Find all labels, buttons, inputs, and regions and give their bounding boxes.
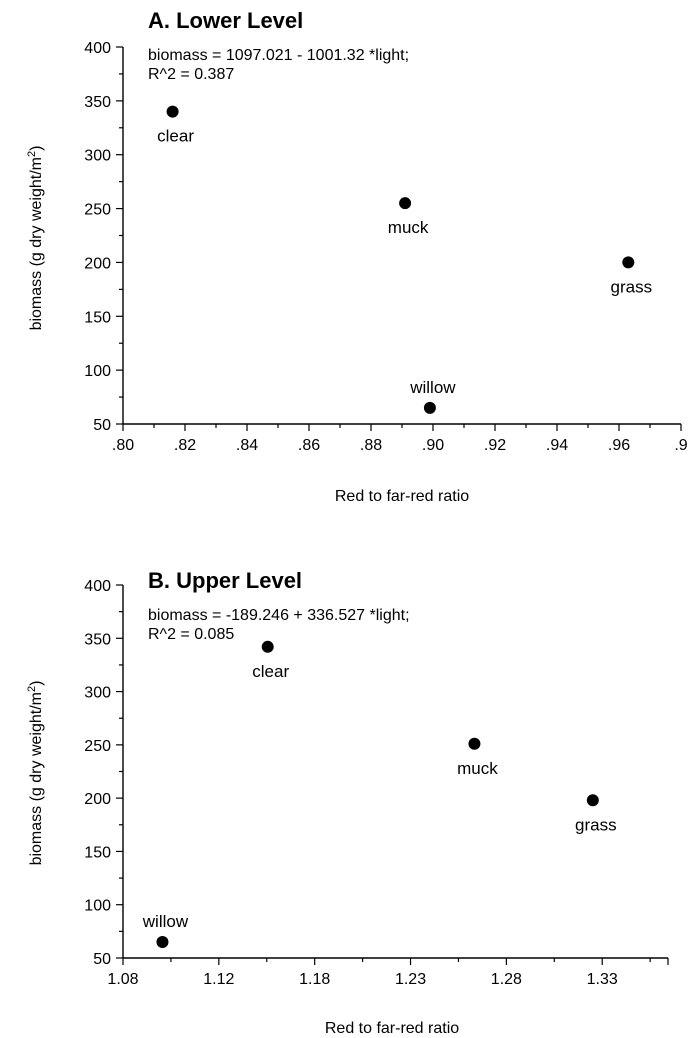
- regression-equation: biomass = 1097.021 - 1001.32 *light;: [148, 47, 409, 64]
- y-tick-label: 150: [84, 844, 111, 861]
- x-tick-label: 1.28: [491, 971, 522, 988]
- data-point-clear: [261, 640, 274, 653]
- point-label-clear: clear: [252, 662, 289, 681]
- x-tick-label: 1.08: [107, 971, 138, 988]
- y-tick-label: 50: [93, 951, 111, 968]
- point-label-grass: grass: [611, 277, 653, 296]
- data-point-clear: [166, 105, 179, 118]
- x-axis-title: Red to far-red ratio: [325, 1020, 459, 1037]
- y-tick-label: 200: [84, 255, 111, 272]
- x-tick-label: .86: [298, 437, 320, 454]
- y-axis-title-main: biomass (g dry weight/m: [28, 692, 45, 865]
- x-tick-label: 1.23: [395, 971, 426, 988]
- y-axis-title: biomass (g dry weight/m2): [26, 681, 45, 866]
- point-label-muck: muck: [388, 218, 429, 237]
- y-tick-label: 150: [84, 309, 111, 326]
- y-tick-label: 400: [84, 578, 111, 595]
- r-squared: R^2 = 0.085: [148, 626, 234, 643]
- y-axis-title-end: ): [28, 681, 45, 686]
- data-point-grass: [586, 794, 599, 807]
- y-tick-label: 350: [84, 94, 111, 111]
- data-point-muck: [399, 197, 412, 210]
- data-point-willow: [156, 936, 169, 949]
- x-tick-label: .92: [484, 437, 506, 454]
- y-tick-label: 300: [84, 148, 111, 165]
- y-tick-label: 50: [93, 417, 111, 434]
- y-axis-title-superscript: 2: [26, 686, 38, 692]
- data-point-willow: [423, 401, 436, 414]
- y-tick-label: 100: [84, 898, 111, 915]
- point-label-grass: grass: [575, 815, 617, 834]
- x-tick-label: .84: [236, 437, 258, 454]
- y-tick-label: 350: [84, 631, 111, 648]
- x-axis-title: Red to far-red ratio: [335, 488, 469, 505]
- y-tick-label: 200: [84, 791, 111, 808]
- x-tick-label: .90: [422, 437, 444, 454]
- data-point-muck: [468, 737, 481, 750]
- x-tick-label: .96: [608, 437, 630, 454]
- y-tick-label: 400: [84, 40, 111, 57]
- y-tick-label: 300: [84, 685, 111, 702]
- point-label-clear: clear: [157, 127, 194, 146]
- x-tick-label: 1.18: [299, 971, 330, 988]
- chart-panel-a: A. Lower Level biomass = 1097.021 - 1001…: [26, 8, 688, 505]
- y-axis-title-main: biomass (g dry weight/m: [28, 157, 45, 330]
- y-axis-title-end: ): [28, 146, 45, 151]
- point-label-willow: willow: [142, 912, 189, 931]
- x-tick-label: .88: [360, 437, 382, 454]
- y-tick-label: 100: [84, 363, 111, 380]
- y-tick-label: 250: [84, 202, 111, 219]
- x-tick-label: .80: [112, 437, 134, 454]
- point-label-willow: willow: [409, 378, 456, 397]
- y-tick-label: 250: [84, 738, 111, 755]
- x-tick-label: 1.33: [587, 971, 618, 988]
- chart-title: B. Upper Level: [148, 568, 302, 593]
- chart-title: A. Lower Level: [148, 8, 303, 33]
- r-squared: R^2 = 0.387: [148, 66, 234, 83]
- y-axis-title: biomass (g dry weight/m2): [26, 146, 45, 331]
- regression-equation: biomass = -189.246 + 336.527 *light;: [148, 607, 410, 624]
- x-tick-label: .9: [674, 437, 687, 454]
- x-tick-label: .94: [546, 437, 568, 454]
- chart-panel-b: B. Upper Level biomass = -189.246 + 336.…: [26, 568, 669, 1037]
- y-axis-title-superscript: 2: [26, 151, 38, 157]
- point-label-muck: muck: [457, 759, 498, 778]
- data-point-grass: [622, 256, 635, 269]
- x-tick-label: 1.12: [203, 971, 234, 988]
- x-tick-label: .82: [174, 437, 196, 454]
